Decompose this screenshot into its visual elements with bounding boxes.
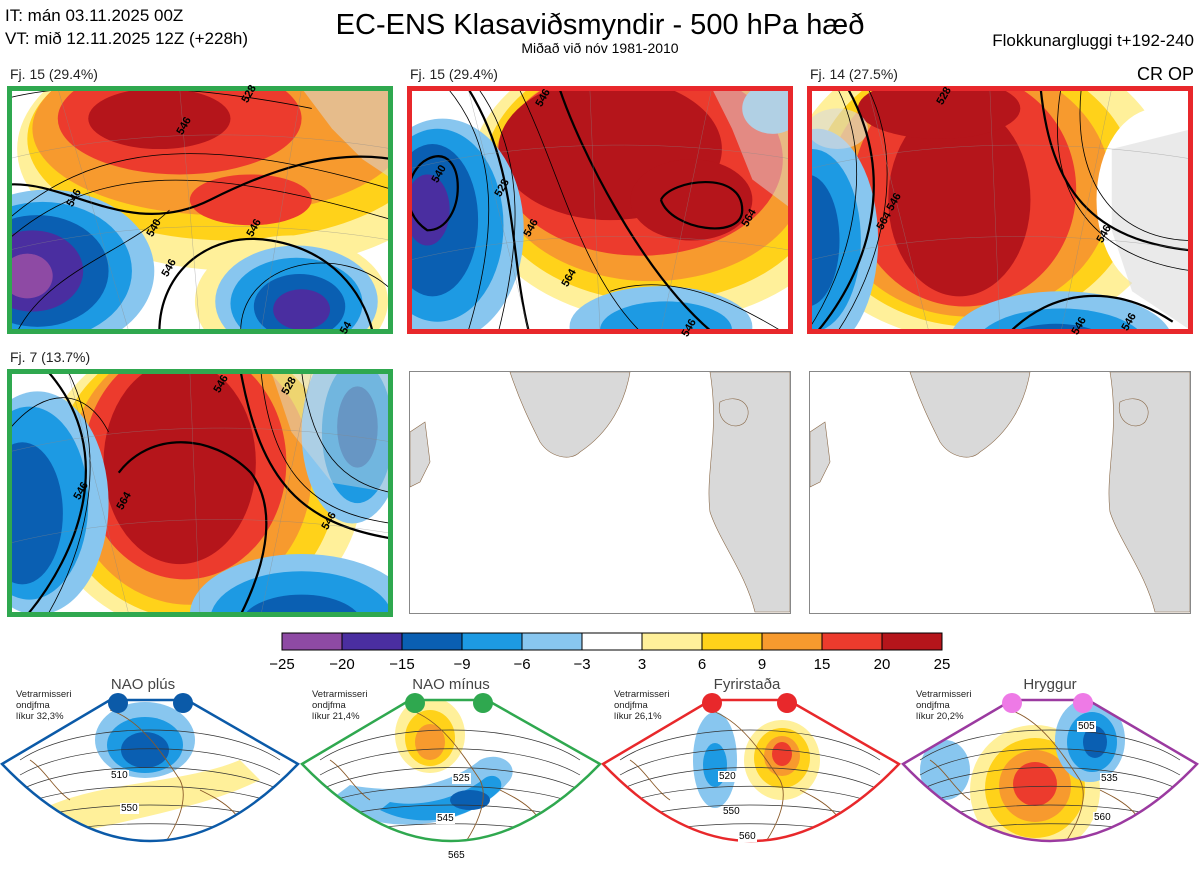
page-subtitle: Miðað við nóv 1981-2010	[521, 40, 679, 56]
regime-contour-label: 535	[1100, 773, 1119, 784]
colorbar-tick-label: −3	[573, 656, 591, 673]
regime-4-note: Vetrarmisseri ondjfma líkur 20,2%	[916, 689, 971, 722]
regime-4-map	[903, 700, 1197, 841]
regime-4-season: Vetrarmisseri	[916, 689, 972, 700]
colorbar-swatch	[521, 632, 583, 651]
regime-1-season: Vetrarmisseri	[16, 689, 72, 700]
regime-3-map	[603, 700, 899, 841]
colorbar-swatch	[641, 632, 703, 651]
initial-time: IT: mán 03.11.2025 00Z	[5, 6, 184, 25]
cr-op-label: CR OP	[1136, 64, 1194, 84]
regime-contour-label: 510	[110, 770, 129, 781]
cluster-4-label: Fj. 7 (13.7%)	[10, 349, 91, 365]
regime-1-months: ondjfma	[16, 700, 50, 711]
regime-contour-label: 560	[738, 831, 757, 842]
regime-2-title: NAO mínus	[412, 676, 490, 693]
regime-1-map	[2, 700, 298, 841]
regime-4-months: ondjfma	[916, 700, 950, 711]
regime-1-probability: líkur 32,3%	[16, 711, 64, 722]
colorbar-swatch	[281, 632, 343, 651]
regime-maps	[0, 693, 1199, 843]
colorbar-tick-label: 25	[933, 656, 951, 673]
colorbar-tick-label: −6	[513, 656, 531, 673]
regime-contour-label: 505	[1077, 721, 1096, 732]
regime-2-map	[302, 700, 600, 841]
colorbar-tick-label: −9	[453, 656, 471, 673]
empty-map-panel-2	[809, 371, 1191, 614]
valid-time: VT: mið 12.11.2025 12Z (+228h)	[5, 29, 249, 48]
empty-map-panel-1	[409, 371, 791, 614]
cluster-4-map	[7, 369, 393, 617]
cluster-3-label: Fj. 14 (27.5%)	[810, 66, 898, 82]
regime-3-note: Vetrarmisseri ondjfma líkur 26,1%	[614, 689, 669, 722]
regime-1-title: NAO plús	[110, 676, 176, 693]
colorbar-swatch	[821, 632, 883, 651]
regime-3-probability: líkur 26,1%	[614, 711, 662, 722]
classification-window: Flokkunargluggi t+192-240	[992, 31, 1194, 50]
run-info: IT: mán 03.11.2025 00Z VT: mið 12.11.202…	[5, 4, 248, 50]
colorbar-swatch	[881, 632, 943, 651]
regime-3-season: Vetrarmisseri	[614, 689, 670, 700]
colorbar-swatch	[701, 632, 763, 651]
colorbar-tick-label: 20	[873, 656, 891, 673]
regime-4-title: Hryggur	[1023, 676, 1077, 693]
regime-contour-label: 550	[120, 803, 139, 814]
regime-3-months: ondjfma	[614, 700, 648, 711]
regime-2-probability: líkur 21,4%	[312, 711, 360, 722]
colorbar	[281, 632, 943, 651]
regime-2-season: Vetrarmisseri	[312, 689, 368, 700]
colorbar-swatch	[461, 632, 523, 651]
regime-contour-label: 520	[718, 771, 737, 782]
cluster-3-frame	[807, 86, 1193, 334]
regime-2-months: ondjfma	[312, 700, 346, 711]
colorbar-tick-label: 3	[637, 656, 647, 673]
colorbar-tick-label: 9	[757, 656, 767, 673]
colorbar-tick-label: −15	[389, 656, 415, 673]
regime-1-note: Vetrarmisseri ondjfma líkur 32,3%	[16, 689, 71, 722]
colorbar-swatch	[761, 632, 823, 651]
regime-contour-label: 525	[452, 773, 471, 784]
cluster-4-frame	[7, 369, 393, 617]
colorbar-tick-label: −20	[329, 656, 355, 673]
regime-4-probability: líkur 20,2%	[916, 711, 964, 722]
regime-contour-label: 550	[722, 806, 741, 817]
cluster-2-map	[407, 86, 793, 334]
colorbar-tick-label: −25	[269, 656, 295, 673]
cluster-1-map	[7, 86, 393, 334]
cluster-2-frame	[407, 86, 793, 334]
cluster-1-frame	[7, 86, 393, 334]
colorbar-swatch	[581, 632, 643, 651]
colorbar-swatch	[341, 632, 403, 651]
cluster-1-label: Fj. 15 (29.4%)	[10, 66, 98, 82]
colorbar-tick-label: 6	[697, 656, 707, 673]
regime-2-note: Vetrarmisseri ondjfma líkur 21,4%	[312, 689, 367, 722]
colorbar-tick-label: 15	[813, 656, 831, 673]
cluster-2-label: Fj. 15 (29.4%)	[410, 66, 498, 82]
colorbar-swatch	[401, 632, 463, 651]
regime-3-title: Fyrirstaða	[713, 676, 781, 693]
page-title: EC-ENS Klasaviðsmyndir - 500 hPa hæð	[335, 9, 865, 41]
regime-contour-label: 565	[447, 850, 466, 861]
regime-contour-label: 545	[436, 813, 455, 824]
regime-contour-label: 560	[1093, 812, 1112, 823]
cluster-3-map	[807, 86, 1193, 334]
